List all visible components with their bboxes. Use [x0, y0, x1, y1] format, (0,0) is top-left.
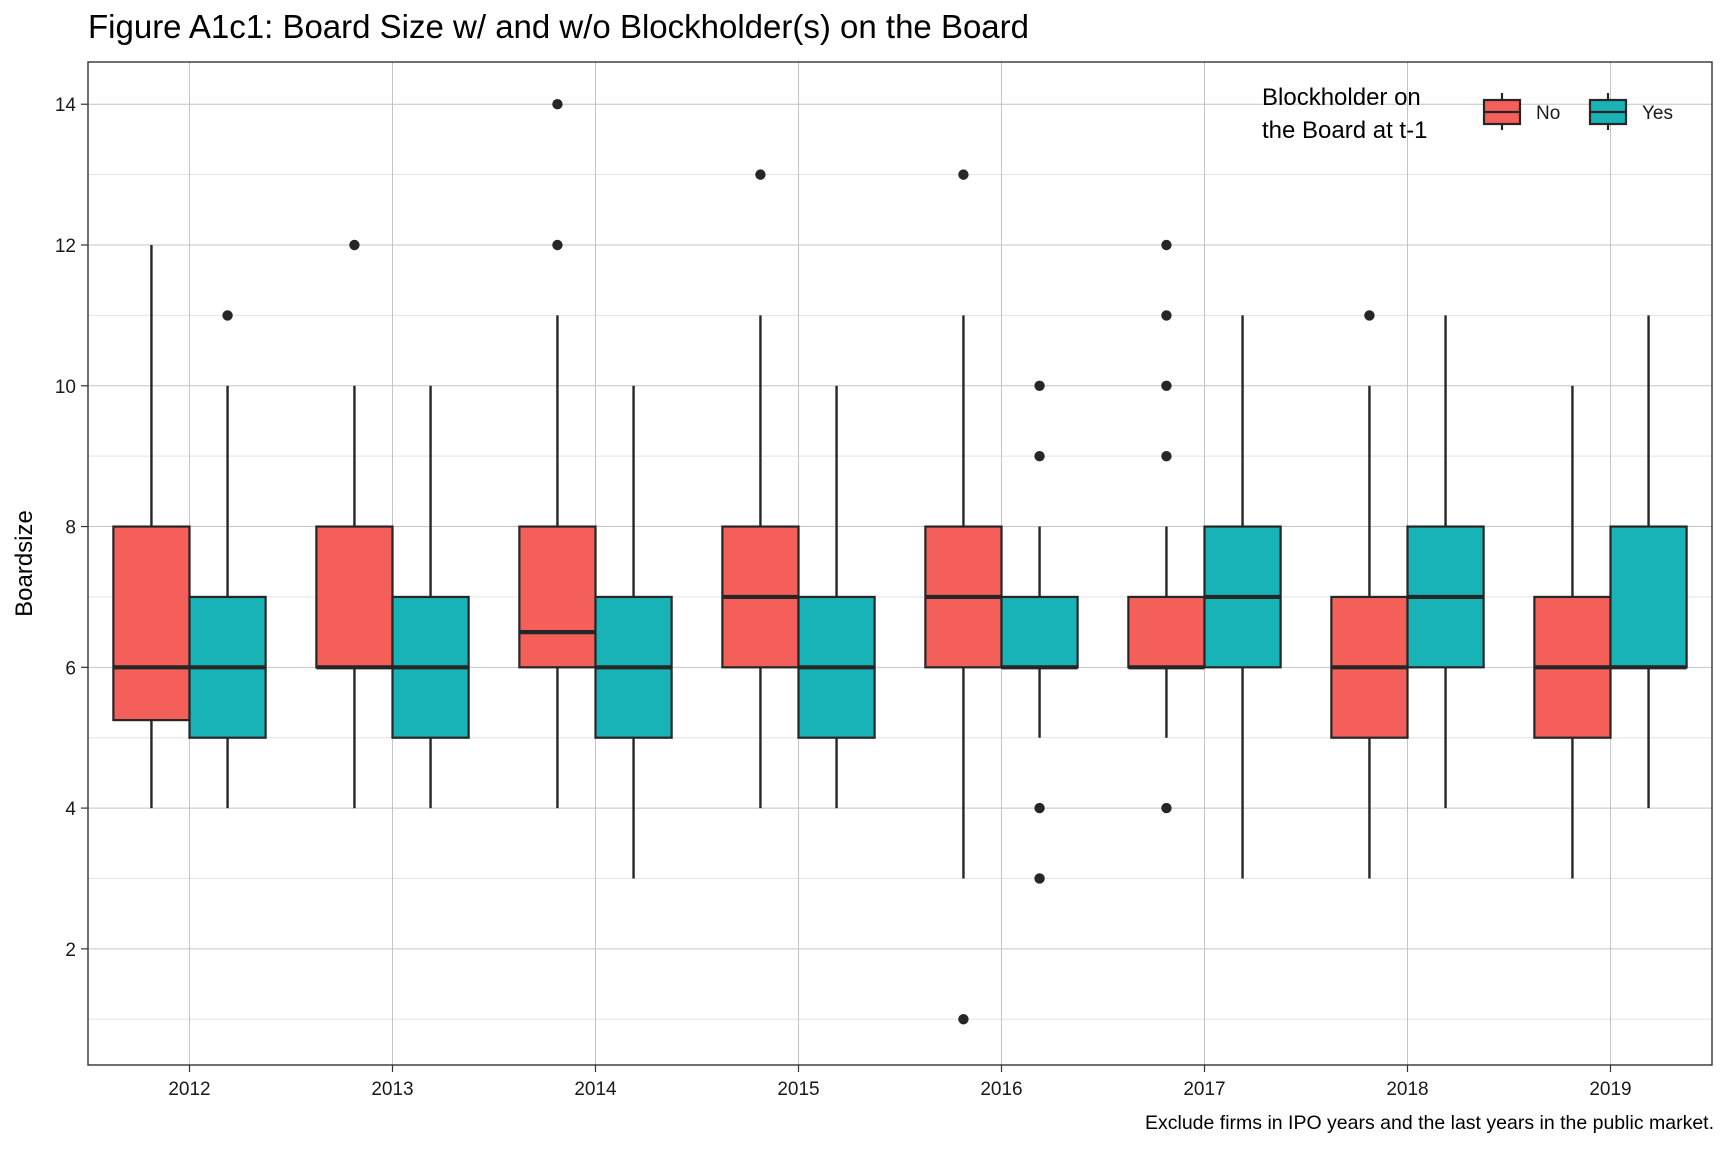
y-tick-label: 2: [65, 940, 76, 961]
y-tick-label: 6: [65, 658, 76, 679]
outlier-point: [349, 239, 360, 251]
legend-key-no: [1482, 93, 1522, 130]
outlier-point: [1034, 380, 1045, 391]
box-no-2017: [1127, 239, 1206, 814]
box-yes-2013: [391, 385, 470, 809]
outlier-point: [1161, 380, 1172, 391]
x-tick-label: 2018: [1386, 1079, 1428, 1100]
y-tick-label: 14: [55, 95, 77, 116]
outlier-point: [1161, 802, 1172, 814]
box-yes-2014: [594, 385, 673, 879]
outlier-point: [552, 99, 563, 110]
outlier-point: [552, 239, 563, 251]
y-tick-label: 10: [55, 377, 76, 398]
panel-border: [87, 61, 1713, 1066]
y-tick-label: 12: [55, 236, 76, 257]
box-yes-2015: [797, 385, 876, 809]
y-axis-title: Boardsize: [11, 510, 38, 617]
outlier-point: [1161, 239, 1172, 251]
legend-label-yes: Yes: [1642, 103, 1673, 124]
box-body: [112, 525, 191, 722]
y-tick-label: 4: [65, 799, 76, 820]
x-axis: 2012 2013 2014 2015 2016 2017 2018 2019: [168, 1065, 1632, 1100]
box-body: [1609, 525, 1688, 669]
box-body: [1127, 595, 1206, 669]
box-no-2015: [721, 169, 800, 809]
box-no-2019: [1533, 385, 1612, 879]
box-no-2018: [1330, 310, 1409, 879]
x-tick-label: 2017: [1183, 1079, 1225, 1100]
box-yes-2012: [188, 310, 267, 809]
box-yes-2018: [1406, 315, 1485, 809]
box-no-2014: [518, 99, 597, 809]
outlier-point: [958, 1014, 969, 1025]
legend-label-no: No: [1536, 103, 1560, 124]
outlier-point: [755, 169, 766, 180]
x-tick-label: 2019: [1589, 1079, 1631, 1100]
outlier-point: [1034, 873, 1045, 884]
box-body: [1000, 595, 1079, 669]
box-yes-2017: [1203, 315, 1282, 879]
outlier-point: [1161, 450, 1172, 462]
chart-caption: Exclude firms in IPO years and the last …: [1145, 1112, 1714, 1134]
x-tick-label: 2013: [371, 1079, 413, 1100]
outlier-point: [1161, 310, 1172, 321]
x-tick-label: 2016: [980, 1079, 1022, 1100]
y-tick-label: 8: [65, 518, 76, 539]
outlier-point: [1034, 802, 1045, 814]
outlier-point: [222, 310, 233, 321]
plot-area: [112, 99, 1688, 1025]
x-tick-label: 2012: [168, 1079, 210, 1100]
x-tick-label: 2015: [777, 1079, 819, 1100]
outlier-point: [1034, 450, 1045, 462]
legend-key-yes: [1588, 93, 1628, 130]
box-no-2016: [924, 169, 1003, 1025]
box-no-2013: [315, 239, 394, 809]
box-yes-2016: [1000, 380, 1079, 884]
legend-title-line: the Board at t-1: [1262, 117, 1427, 144]
chart-title: Figure A1c1: Board Size w/ and w/o Block…: [88, 8, 1029, 45]
outlier-point: [958, 169, 969, 180]
legend-title-line: Blockholder on: [1262, 84, 1421, 111]
box-yes-2019: [1609, 315, 1688, 809]
box-no-2012: [112, 245, 191, 809]
box-body: [518, 525, 597, 669]
box-body: [315, 525, 394, 669]
legend: Blockholder on the Board at t-1 No Yes: [1262, 84, 1673, 144]
outlier-point: [1364, 310, 1375, 321]
y-axis: 2 4 6 8 10 12 14: [55, 95, 88, 961]
x-tick-label: 2014: [574, 1079, 617, 1100]
